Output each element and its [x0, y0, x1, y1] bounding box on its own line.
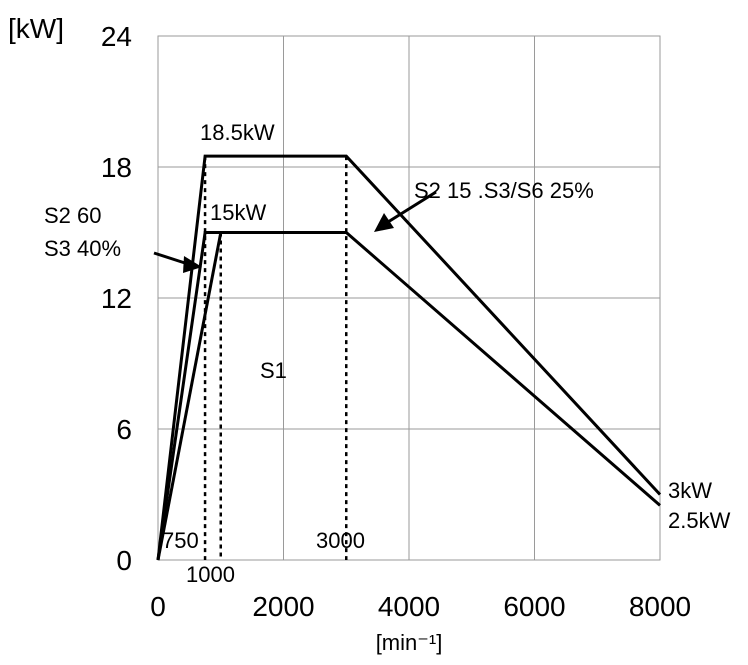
label-s2-15-s3-s6-25: S2 15 .S3/S6 25%	[414, 178, 594, 203]
y-tick-label: 6	[116, 414, 132, 445]
label-s2-60: S2 60	[44, 203, 102, 228]
label-18-5kw: 18.5kW	[200, 120, 275, 145]
label-15kw: 15kW	[210, 200, 266, 225]
y-tick-label: 0	[116, 545, 132, 576]
arrow-s2-15-line	[387, 190, 437, 224]
x-tick-label: 4000	[378, 591, 440, 622]
y-tick-label: 18	[101, 152, 132, 183]
x-tick-label: 8000	[629, 591, 691, 622]
label-s1: S1	[260, 358, 287, 383]
grid-lines	[157, 35, 661, 561]
y-tick-label: 12	[101, 283, 132, 314]
dashed-guides	[203, 156, 348, 560]
y-tick-label: 24	[101, 21, 132, 52]
series-lines	[156, 154, 662, 561]
label-s3-40: S3 40%	[44, 236, 121, 261]
label-3000: 3000	[316, 528, 365, 553]
label-2-5kw: 2.5kW	[668, 508, 731, 533]
x-axis-label: [min⁻¹]	[376, 630, 443, 655]
arrow-s2-15-head	[374, 213, 394, 232]
series-line-0	[156, 154, 662, 561]
series-line-1	[156, 231, 661, 561]
label-3kw: 3kW	[668, 478, 712, 503]
label-750: 750	[162, 528, 199, 553]
y-tick-labels: 0 6 12 18 24	[101, 21, 132, 576]
label-1000: 1000	[186, 562, 235, 587]
x-tick-label: 2000	[252, 591, 314, 622]
series-line-2	[156, 232, 223, 561]
arrow-s2-60-line	[153, 251, 189, 266]
x-tick-label: 0	[150, 591, 166, 622]
y-axis-label: [kW]	[8, 13, 64, 44]
x-tick-labels: 0 2000 4000 6000 8000	[150, 591, 691, 622]
arrow-s2-60-head	[183, 256, 202, 273]
x-tick-label: 6000	[503, 591, 565, 622]
